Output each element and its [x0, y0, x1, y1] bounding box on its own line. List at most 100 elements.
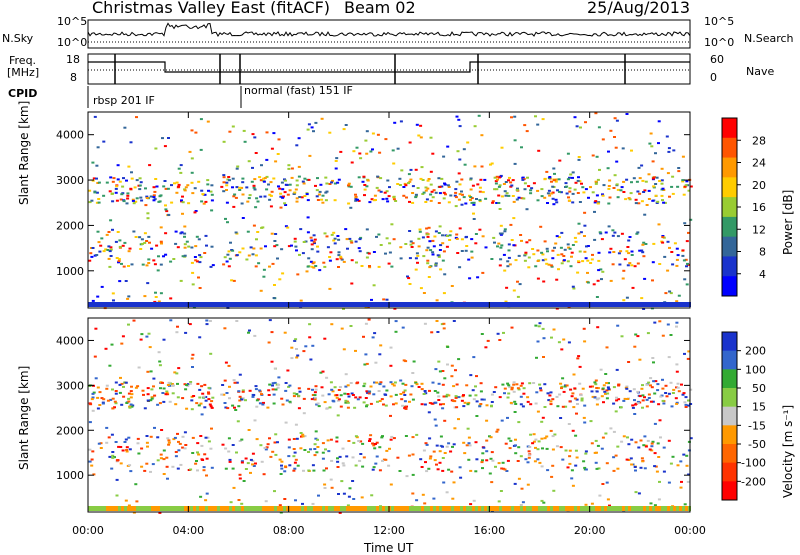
power-cell	[193, 187, 197, 190]
velocity-ground-cell	[436, 506, 439, 511]
velocity-cell	[311, 344, 315, 347]
velocity-cell	[533, 460, 537, 463]
power-colorbar-tick-label: 20	[752, 179, 766, 192]
velocity-cell	[549, 429, 553, 432]
velocity-cell	[323, 483, 327, 486]
power-cell	[457, 118, 461, 121]
velocity-ground-cell	[592, 506, 595, 511]
nsearch-label: N.Search	[744, 32, 794, 45]
power-cell	[520, 146, 523, 149]
power-cell	[471, 184, 475, 187]
velocity-cell	[336, 466, 340, 468]
velocity-cell	[616, 324, 620, 327]
velocity-cell	[550, 336, 553, 339]
power-cell	[161, 137, 164, 140]
power-cell	[108, 250, 112, 253]
velocity-ground-cell	[673, 506, 676, 511]
power-cell	[607, 202, 611, 205]
velocity-ground-cell	[298, 506, 301, 511]
power-cell	[513, 162, 517, 165]
power-cell	[241, 177, 245, 180]
power-cell	[253, 188, 257, 191]
velocity-ground-cell	[121, 506, 124, 511]
power-cell	[286, 193, 290, 196]
power-cell	[481, 191, 485, 194]
velocity-cell	[346, 504, 350, 507]
power-cell	[447, 186, 451, 188]
power-ground-cell	[115, 302, 118, 307]
power-cell	[127, 250, 131, 253]
power-cell	[414, 268, 418, 271]
velocity-cell	[488, 435, 491, 438]
velocity-cell	[529, 433, 533, 436]
power-cell	[173, 182, 176, 185]
power-ground-cell	[175, 302, 178, 307]
power-cell	[379, 190, 383, 193]
velocity-cell	[253, 419, 257, 422]
velocity-cell	[657, 403, 661, 406]
velocity-colorbar-tick-label: -15	[748, 419, 766, 432]
velocity-cell	[656, 383, 660, 386]
power-cell	[312, 261, 316, 264]
power-cell	[553, 172, 556, 175]
velocity-ground-cell	[469, 506, 472, 511]
velocity-cell	[159, 453, 163, 456]
power-cell	[497, 242, 501, 245]
power-cell	[636, 262, 640, 265]
velocity-cell	[283, 470, 287, 473]
power-cell	[540, 251, 544, 254]
power-cell	[614, 146, 618, 149]
power-cell	[431, 253, 435, 256]
power-cell	[478, 190, 482, 193]
velocity-ground-cell	[442, 506, 445, 511]
power-cell	[509, 185, 513, 188]
power-ground-cell	[580, 302, 583, 307]
velocity-cell	[324, 448, 327, 451]
power-cell	[273, 240, 277, 242]
power-cell	[109, 248, 113, 251]
power-cell	[682, 259, 686, 262]
power-cell	[660, 167, 664, 170]
velocity-cell	[191, 452, 195, 454]
power-cell	[88, 259, 92, 262]
power-cell	[497, 185, 501, 188]
power-cell	[102, 140, 106, 143]
power-cell	[146, 282, 150, 285]
power-cell	[368, 266, 372, 269]
power-cell	[681, 249, 685, 252]
power-cell	[515, 198, 519, 201]
velocity-cell	[510, 388, 514, 391]
velocity-cell	[455, 406, 459, 409]
power-ground-cell	[130, 302, 133, 307]
velocity-cell	[485, 404, 489, 407]
velocity-cell	[640, 387, 644, 390]
velocity-cell	[365, 362, 369, 365]
power-cell	[589, 262, 593, 264]
power-cell	[571, 285, 575, 288]
power-cell	[126, 297, 130, 300]
power-cell	[307, 178, 311, 181]
power-cell	[318, 190, 322, 193]
power-ground-cell	[583, 302, 586, 307]
power-cell	[511, 179, 515, 182]
velocity-cell	[181, 397, 185, 400]
velocity-cell	[404, 360, 408, 363]
velocity-cell	[497, 500, 501, 503]
power-ground-cell	[472, 302, 475, 307]
velocity-cell	[452, 385, 456, 388]
velocity-cell	[388, 447, 391, 450]
power-cell	[636, 231, 640, 234]
power-cell	[278, 187, 282, 190]
velocity-cell	[553, 433, 557, 436]
power-cell	[417, 245, 421, 248]
velocity-cell	[171, 465, 175, 468]
power-cell	[107, 245, 111, 248]
power-cell	[402, 186, 406, 188]
velocity-cell	[292, 455, 296, 458]
velocity-cell	[653, 321, 657, 324]
velocity-cell	[98, 404, 102, 406]
power-cell	[571, 192, 575, 195]
power-cell	[314, 121, 318, 124]
power-cell	[279, 195, 283, 198]
power-cell	[143, 295, 147, 298]
